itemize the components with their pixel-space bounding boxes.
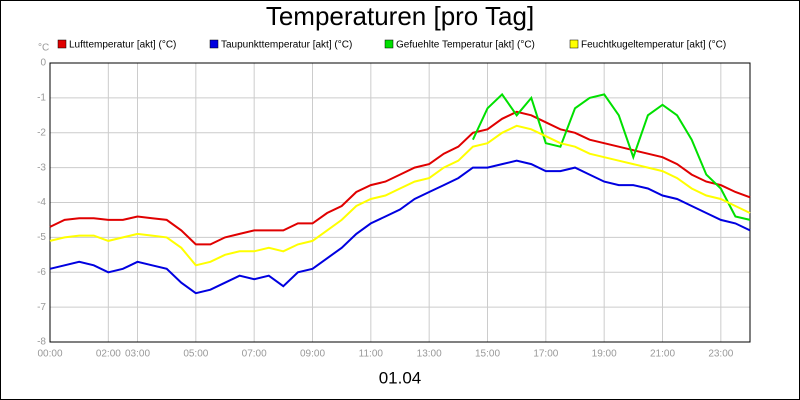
y-tick-label: -4: [37, 197, 46, 208]
y-tick-label: 0: [40, 58, 46, 69]
y-tick-label: -3: [37, 162, 46, 173]
legend-label: Gefuehlte Temperatur [akt] (°C): [396, 40, 535, 51]
x-tick-label: 11:00: [359, 349, 384, 360]
series-line: [49, 159, 751, 295]
x-tick-label: 07:00: [242, 349, 267, 360]
x-tick-label: 00:00: [37, 349, 62, 360]
legend-swatch: [209, 39, 219, 49]
legend-label: Lufttemperatur [akt] (°C): [69, 40, 176, 51]
x-tick-label: 13:00: [417, 349, 442, 360]
y-tick-label: -1: [37, 93, 46, 104]
y-tick-label: -7: [37, 302, 46, 313]
legend-swatch: [57, 39, 67, 49]
y-tick-label: -6: [37, 267, 46, 278]
x-tick-label: 21:00: [650, 349, 675, 360]
x-tick-label: 17:00: [533, 349, 558, 360]
x-tick-label: 03:00: [125, 349, 150, 360]
y-tick-label: -2: [37, 127, 46, 138]
series-line: [471, 92, 751, 221]
x-tick-label: 05:00: [183, 349, 208, 360]
x-tick-label: 02:00: [96, 349, 121, 360]
y-tick-label: -8: [37, 337, 46, 348]
x-axis-label: 01.04: [379, 368, 422, 387]
plot-border: [49, 62, 751, 343]
x-tick-label: 15:00: [475, 349, 500, 360]
chart-title: Temperaturen [pro Tag]: [266, 1, 534, 31]
y-axis-unit: °C: [38, 43, 49, 54]
legend-label: Feuchtkugeltemperatur [akt] (°C): [581, 40, 726, 51]
x-tick-label: 23:00: [708, 349, 733, 360]
legend-swatch: [384, 39, 394, 49]
legend-label: Taupunkttemperatur [akt] (°C): [221, 40, 352, 51]
legend-swatch: [569, 39, 579, 49]
x-tick-label: 19:00: [592, 349, 617, 360]
series-line: [49, 110, 751, 246]
x-tick-label: 09:00: [300, 349, 325, 360]
series-line: [49, 124, 751, 267]
y-tick-label: -5: [37, 232, 46, 243]
